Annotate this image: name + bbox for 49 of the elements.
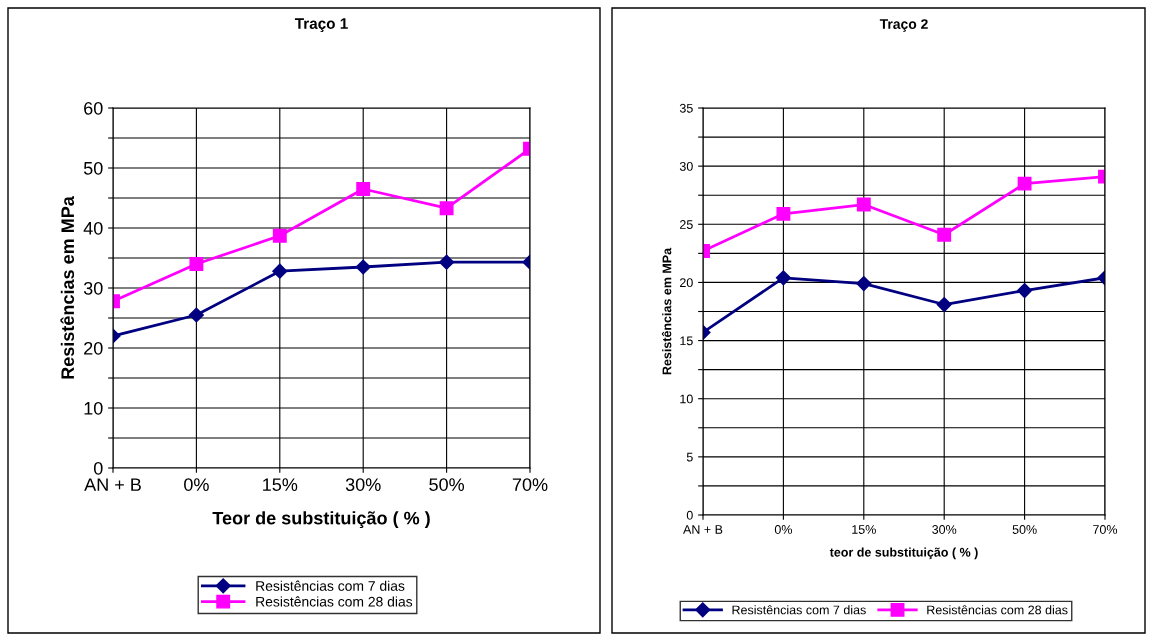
y-axis-title: Resistências em MPa (661, 247, 672, 375)
x-tick-label: 30% (345, 478, 381, 491)
point (776, 206, 791, 221)
y-tick-label: 0 (93, 461, 103, 475)
chart-title: Traço 2 (879, 19, 928, 32)
y-tick-label: 10 (680, 394, 693, 404)
y-tick-label: 40 (83, 221, 103, 235)
point (355, 259, 371, 275)
point (856, 197, 871, 212)
y-tick-label: 25 (680, 220, 693, 229)
x-axis-title: teor de substituição ( % ) (829, 547, 978, 560)
x-tick-label: AN + B (84, 478, 141, 491)
point (937, 227, 952, 242)
point (439, 201, 454, 216)
legend-label: Resistências com 7 dias (256, 580, 405, 591)
y-tick-label: 35 (679, 103, 693, 113)
point (272, 228, 287, 243)
point (1017, 176, 1032, 191)
y-tick-label: 50 (83, 161, 103, 175)
y-tick-label: 0 (686, 510, 693, 520)
y-axis-title: Resistências em MPa (60, 196, 75, 379)
x-axis-title: Teor de substituição ( % ) (212, 511, 430, 529)
y-tick-label: 20 (84, 341, 103, 355)
point (272, 263, 288, 279)
x-tick-label: 15% (263, 478, 298, 491)
x-tick-label: AN + B (683, 525, 723, 534)
legend-label: Resistências com 28 dias (927, 605, 1068, 615)
x-tick-label: 50% (1012, 525, 1037, 534)
x-tick-label: 15% (852, 525, 876, 534)
chart-title: Traço 1 (294, 18, 348, 32)
y-tick-label: 30 (679, 161, 693, 171)
x-tick-label: 0% (184, 478, 209, 491)
point (356, 182, 371, 196)
y-tick-label: 20 (680, 278, 693, 288)
point (936, 296, 952, 313)
y-tick-label: 15 (680, 336, 693, 346)
x-tick-label: 50% (429, 478, 465, 491)
y-tick-label: 10 (84, 401, 103, 415)
point (189, 257, 204, 271)
y-tick-label: 60 (84, 101, 103, 115)
x-tick-label: 70% (1093, 525, 1118, 534)
legend-label: Resistências com 7 dias (732, 605, 866, 615)
y-tick-label: 30 (83, 281, 103, 295)
legend-label: Resistências com 28 dias (256, 596, 413, 607)
x-tick-label: 30% (932, 525, 957, 534)
point (856, 276, 872, 292)
x-tick-label: 0% (774, 525, 792, 534)
y-tick-label: 5 (686, 452, 693, 462)
x-tick-label: 70% (512, 478, 548, 491)
